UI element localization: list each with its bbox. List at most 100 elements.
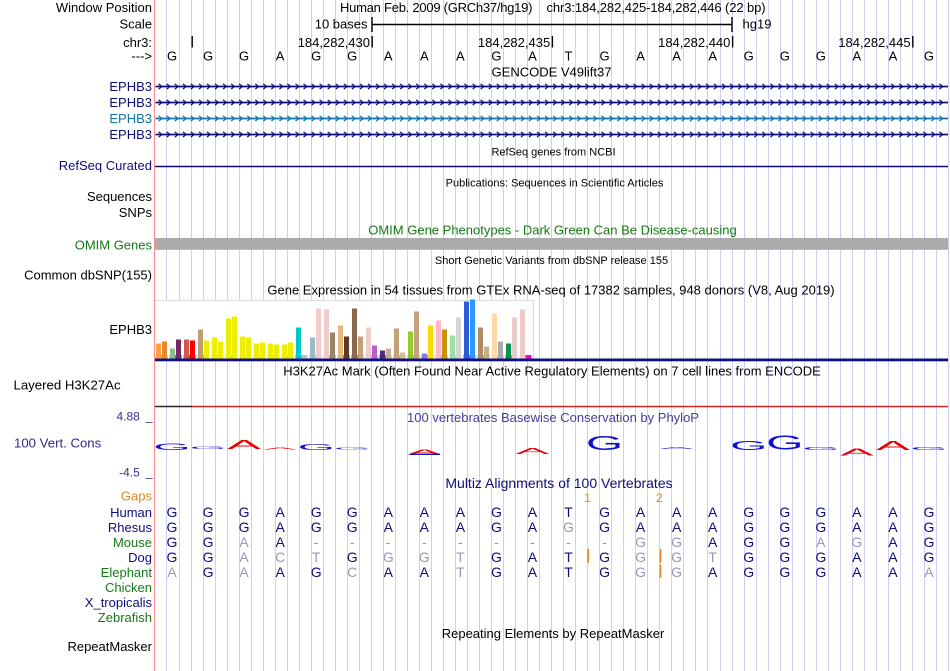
svg-text:C: C [275, 549, 285, 565]
svg-text:Gene Expression in 54 tissues: Gene Expression in 54 tissues from GTEx … [267, 283, 834, 298]
svg-text:hg19: hg19 [743, 17, 772, 32]
svg-text:G: G [599, 504, 610, 520]
svg-text:--->: ---> [131, 49, 152, 64]
svg-text:H3K27Ac Mark (Often Found Near: H3K27Ac Mark (Often Found Near Active Re… [283, 364, 821, 379]
svg-text:G: G [491, 519, 502, 535]
svg-text:G: G [167, 504, 178, 520]
svg-text:2: 2 [656, 491, 663, 505]
svg-text:Chicken: Chicken [105, 580, 152, 595]
svg-text:A: A [852, 549, 862, 565]
svg-text:A: A [708, 564, 718, 580]
svg-text:A: A [708, 504, 718, 520]
svg-text:Human Feb. 2009 (GRCh37/hg19): Human Feb. 2009 (GRCh37/hg19) [340, 0, 532, 15]
svg-text:G: G [779, 549, 790, 565]
svg-text:100 Vert. Cons: 100 Vert. Cons [14, 435, 102, 450]
svg-text:G: G [239, 49, 249, 64]
svg-text:A: A [528, 504, 538, 520]
svg-text:G: G [671, 549, 682, 565]
svg-text:A: A [924, 564, 934, 580]
svg-text:RepeatMasker: RepeatMasker [67, 639, 152, 654]
svg-text:Scale: Scale [119, 17, 152, 32]
svg-text:G: G [815, 504, 826, 520]
svg-text:T: T [708, 549, 717, 565]
svg-text:A: A [407, 448, 442, 456]
svg-text:-: - [602, 534, 607, 550]
svg-text:G: G [635, 549, 646, 565]
svg-text:G: G [923, 519, 934, 535]
svg-text:G: G [491, 504, 502, 520]
svg-text:G: G [311, 564, 322, 580]
svg-text:G: G [815, 519, 826, 535]
svg-text:A: A [888, 549, 898, 565]
svg-text:A: A [167, 564, 177, 580]
svg-text:A: A [708, 49, 717, 64]
svg-text:G: G [203, 564, 214, 580]
svg-text:A: A [456, 504, 466, 520]
svg-text:-: - [530, 534, 535, 550]
svg-text:G: G [599, 564, 610, 580]
svg-text:G: G [419, 549, 430, 565]
svg-text:A: A [239, 534, 249, 550]
svg-text:T: T [456, 549, 465, 565]
svg-text:A: A [456, 49, 465, 64]
svg-text:184,282,445: 184,282,445 [838, 35, 910, 50]
svg-text:100 vertebrates Basewise Conse: 100 vertebrates Basewise Conservation by… [407, 410, 699, 425]
svg-text:G: G [744, 49, 754, 64]
svg-text:G: G [635, 564, 646, 580]
svg-text:A: A [384, 519, 394, 535]
svg-text:-: - [314, 534, 319, 550]
svg-text:G: G [167, 49, 177, 64]
svg-text:-: - [458, 534, 463, 550]
svg-text:G: G [491, 549, 502, 565]
svg-text:A: A [840, 447, 875, 458]
svg-text:G: G [203, 49, 213, 64]
svg-text:A: A [456, 519, 466, 535]
svg-text:RefSeq genes from NCBI: RefSeq genes from NCBI [491, 147, 615, 159]
svg-text:G: G [311, 519, 322, 535]
svg-text:OMIM Gene Phenotypes - Dark Gr: OMIM Gene Phenotypes - Dark Green Can Be… [368, 223, 737, 238]
svg-text:A: A [227, 437, 261, 452]
svg-text:X_tropicalis: X_tropicalis [85, 595, 153, 610]
svg-text:A: A [672, 519, 682, 535]
svg-text:G: G [334, 447, 371, 450]
svg-text:G: G [347, 49, 357, 64]
svg-text:A: A [888, 519, 898, 535]
svg-text:G: G [815, 549, 826, 565]
svg-text:A: A [384, 504, 394, 520]
svg-text:G: G [311, 49, 321, 64]
svg-text:G: G [347, 519, 358, 535]
svg-text:Gaps: Gaps [121, 489, 153, 504]
svg-text:T: T [564, 564, 573, 580]
svg-text:G: G [298, 443, 335, 452]
svg-text:G: G [491, 49, 501, 64]
svg-text:Zebrafish: Zebrafish [98, 610, 152, 625]
svg-text:A: A [852, 504, 862, 520]
svg-text:G: G [766, 431, 803, 453]
svg-text:G: G [563, 519, 574, 535]
svg-text:G: G [779, 504, 790, 520]
svg-text:A: A [528, 564, 538, 580]
svg-text:G: G [153, 442, 190, 452]
svg-text:G: G [924, 49, 934, 64]
svg-text:A: A [708, 519, 718, 535]
svg-text:RefSeq Curated: RefSeq Curated [59, 158, 152, 173]
svg-text:A: A [239, 549, 249, 565]
svg-text:-: - [422, 534, 427, 550]
svg-text:Layered H3K27Ac: Layered H3K27Ac [14, 378, 121, 393]
svg-text:A: A [420, 519, 430, 535]
svg-text:A: A [636, 49, 645, 64]
svg-text:G: G [743, 564, 754, 580]
svg-text:chr3:184,282,425-184,282,446 (: chr3:184,282,425-184,282,446 (22 bp) [547, 0, 766, 15]
svg-text:G: G [802, 446, 839, 451]
svg-text:A: A [420, 564, 430, 580]
svg-text:chr3:: chr3: [123, 35, 152, 50]
svg-text:C: C [347, 564, 357, 580]
svg-text:G: G [910, 446, 947, 451]
svg-text:GENCODE V49lift37: GENCODE V49lift37 [492, 65, 612, 80]
svg-text:G: G [743, 534, 754, 550]
svg-text:T: T [564, 549, 573, 565]
svg-text:G: G [923, 549, 934, 565]
svg-text:A: A [888, 534, 898, 550]
svg-text:G: G [671, 534, 682, 550]
svg-text:A: A [852, 564, 862, 580]
